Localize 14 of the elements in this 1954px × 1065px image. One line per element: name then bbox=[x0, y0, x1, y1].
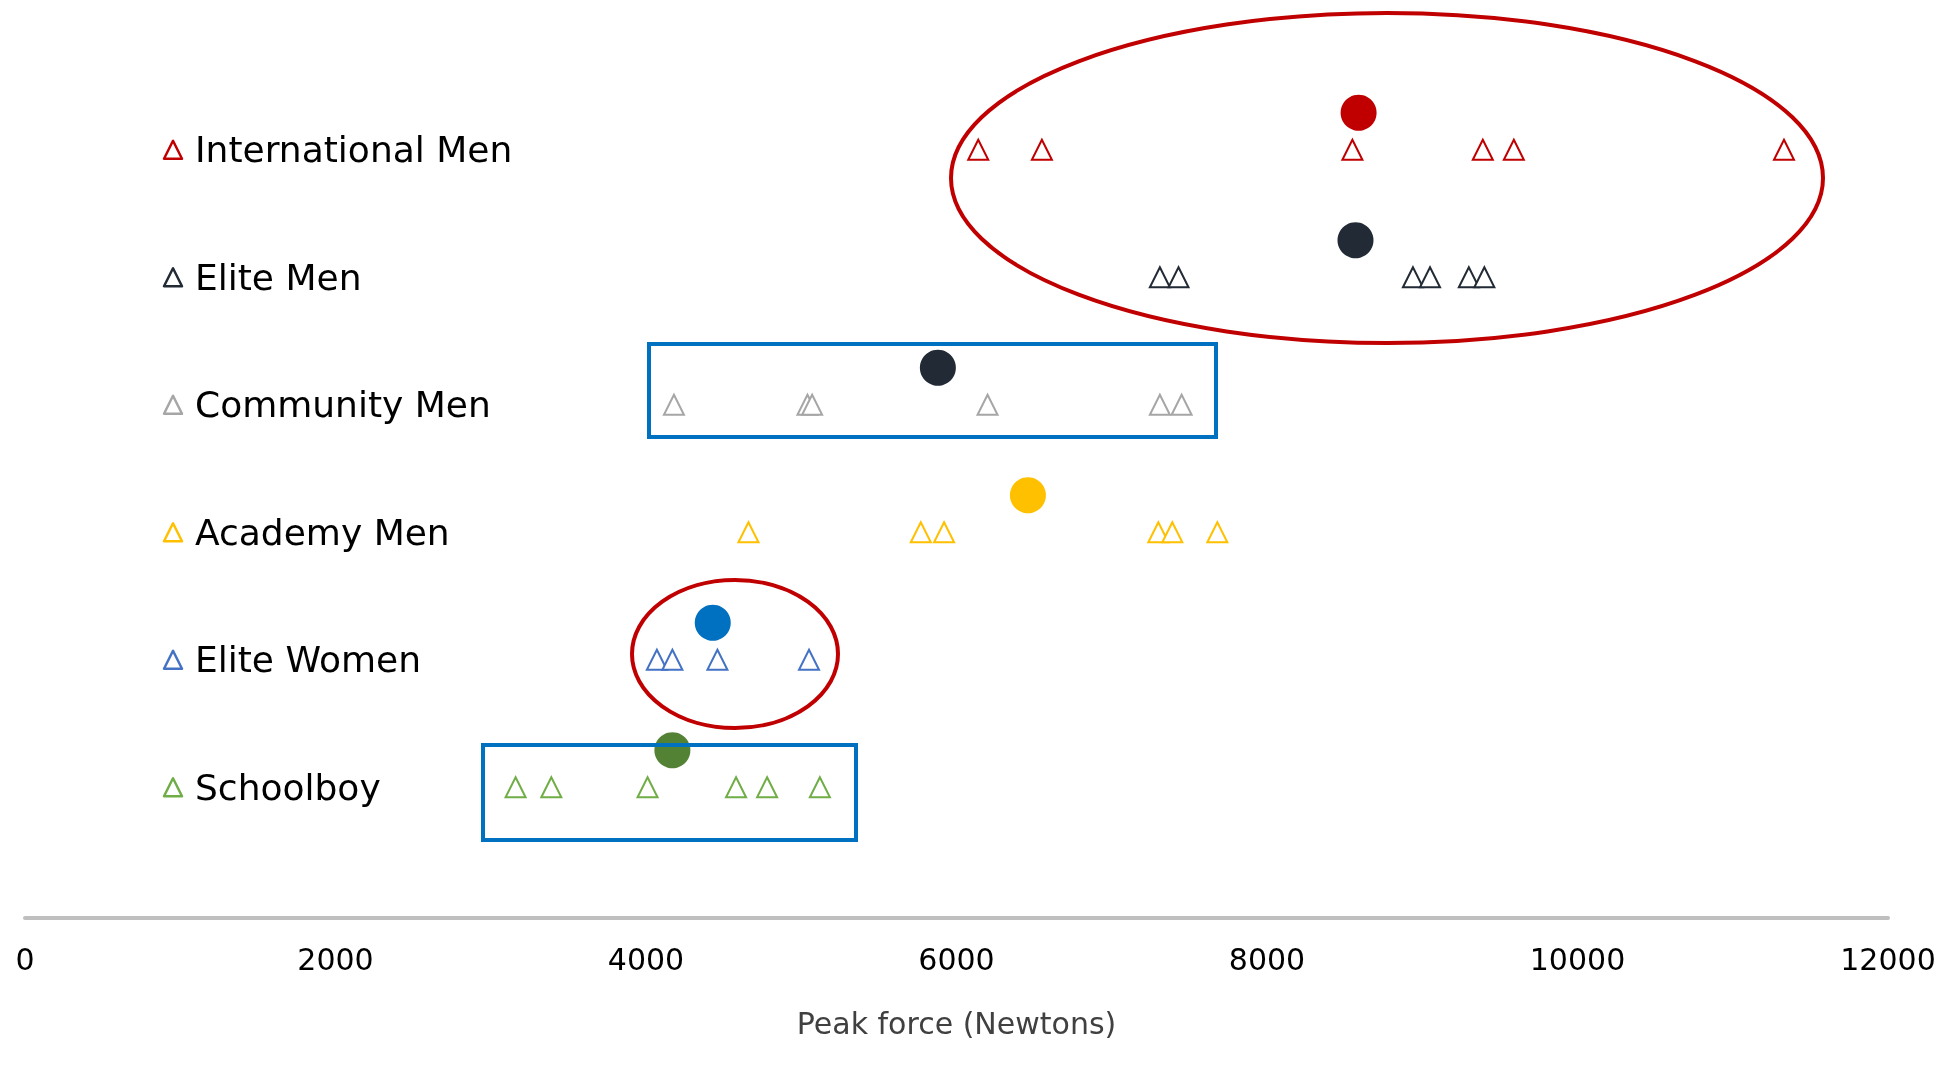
x-tick-label: 4000 bbox=[607, 941, 685, 977]
y-tick-label: International Men bbox=[195, 129, 513, 171]
y-tick-label: Elite Women bbox=[195, 639, 422, 681]
x-tick-label: 8000 bbox=[1228, 941, 1306, 977]
y-tick-label: Elite Men bbox=[195, 256, 362, 298]
y-tick-label: Community Men bbox=[195, 384, 491, 426]
x-tick-label: 2000 bbox=[297, 941, 374, 977]
x-tick-label: 10000 bbox=[1529, 941, 1626, 977]
x-tick-label: 0 bbox=[15, 941, 35, 977]
y-tick-label: Schoolboy bbox=[195, 766, 381, 808]
x-tick-label: 12000 bbox=[1840, 941, 1936, 977]
x-axis-title: Peak force (Newtons) bbox=[796, 1005, 1117, 1041]
x-tick-label: 6000 bbox=[918, 941, 995, 977]
y-tick-label: Academy Men bbox=[195, 511, 450, 553]
